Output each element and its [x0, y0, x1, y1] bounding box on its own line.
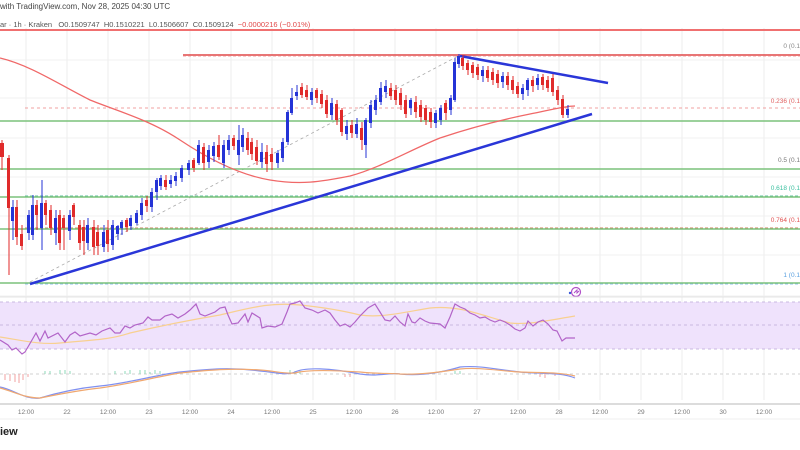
xaxis-label: 29	[637, 409, 645, 416]
high-value: H0.1510221	[103, 20, 145, 29]
xaxis-label: 12:00	[345, 409, 363, 416]
close-value: C0.1509124	[192, 20, 234, 29]
fibonacci-retracement[interactable]	[25, 54, 800, 285]
xaxis-label: 12:00	[509, 409, 527, 416]
xaxis-label: 12:00	[673, 409, 691, 416]
xaxis-label: 22	[63, 409, 71, 416]
support-lines	[0, 120, 800, 284]
tradingview-logo: iew	[0, 426, 18, 438]
macd-panel[interactable]	[0, 365, 800, 399]
ohlc-legend: ar · 1h · Kraken O0.1509747 H0.1510221 L…	[0, 20, 310, 29]
xaxis-label: 12:00	[591, 409, 609, 416]
xaxis-label: 28	[555, 409, 563, 416]
xaxis-label: 12:00	[427, 409, 445, 416]
xaxis-label: 25	[309, 409, 317, 416]
fib-label-0: 0 (0.1	[783, 43, 800, 50]
fib-label-0764: 0.764 (0.1	[770, 217, 800, 224]
moving-average-line	[0, 57, 576, 184]
replay-icon[interactable]	[568, 286, 582, 298]
macd-line	[0, 365, 576, 399]
xaxis-label: 12:00	[263, 409, 281, 416]
rsi-panel[interactable]	[0, 300, 800, 355]
xaxis-label: 27	[473, 409, 481, 416]
fib-label-0618: 0.618 (0.1	[770, 185, 800, 192]
candlesticks	[0, 54, 569, 275]
low-value: L0.1506607	[148, 20, 189, 29]
descending-trendline[interactable]	[459, 54, 609, 85]
xaxis-label: 30	[719, 409, 727, 416]
fib-label-05: 0.5 (0.1	[777, 157, 800, 164]
rsi-ma-line	[0, 303, 576, 345]
xaxis-label: 24	[227, 409, 235, 416]
xaxis-label: 26	[391, 409, 399, 416]
xaxis-label: 12:00	[17, 409, 35, 416]
symbol-label: ar · 1h · Kraken	[0, 20, 53, 29]
rsi-line	[0, 300, 575, 355]
chart-caption: with TradingView.com, Nov 28, 2025 04:30…	[0, 2, 171, 11]
signal-line	[0, 367, 576, 399]
fib-label-0236: 0.236 (0.1	[770, 98, 800, 105]
xaxis-label: 23	[145, 409, 153, 416]
open-value: O0.1509747	[58, 20, 100, 29]
fib-label-1: 1 (0.1	[783, 272, 800, 279]
xaxis-label: 12:00	[755, 409, 773, 416]
xaxis-label: 12:00	[99, 409, 117, 416]
rising-trendline[interactable]	[29, 112, 593, 286]
change-value: −0.0000216 (−0.01%)	[237, 20, 311, 29]
xaxis-label: 12:00	[181, 409, 199, 416]
